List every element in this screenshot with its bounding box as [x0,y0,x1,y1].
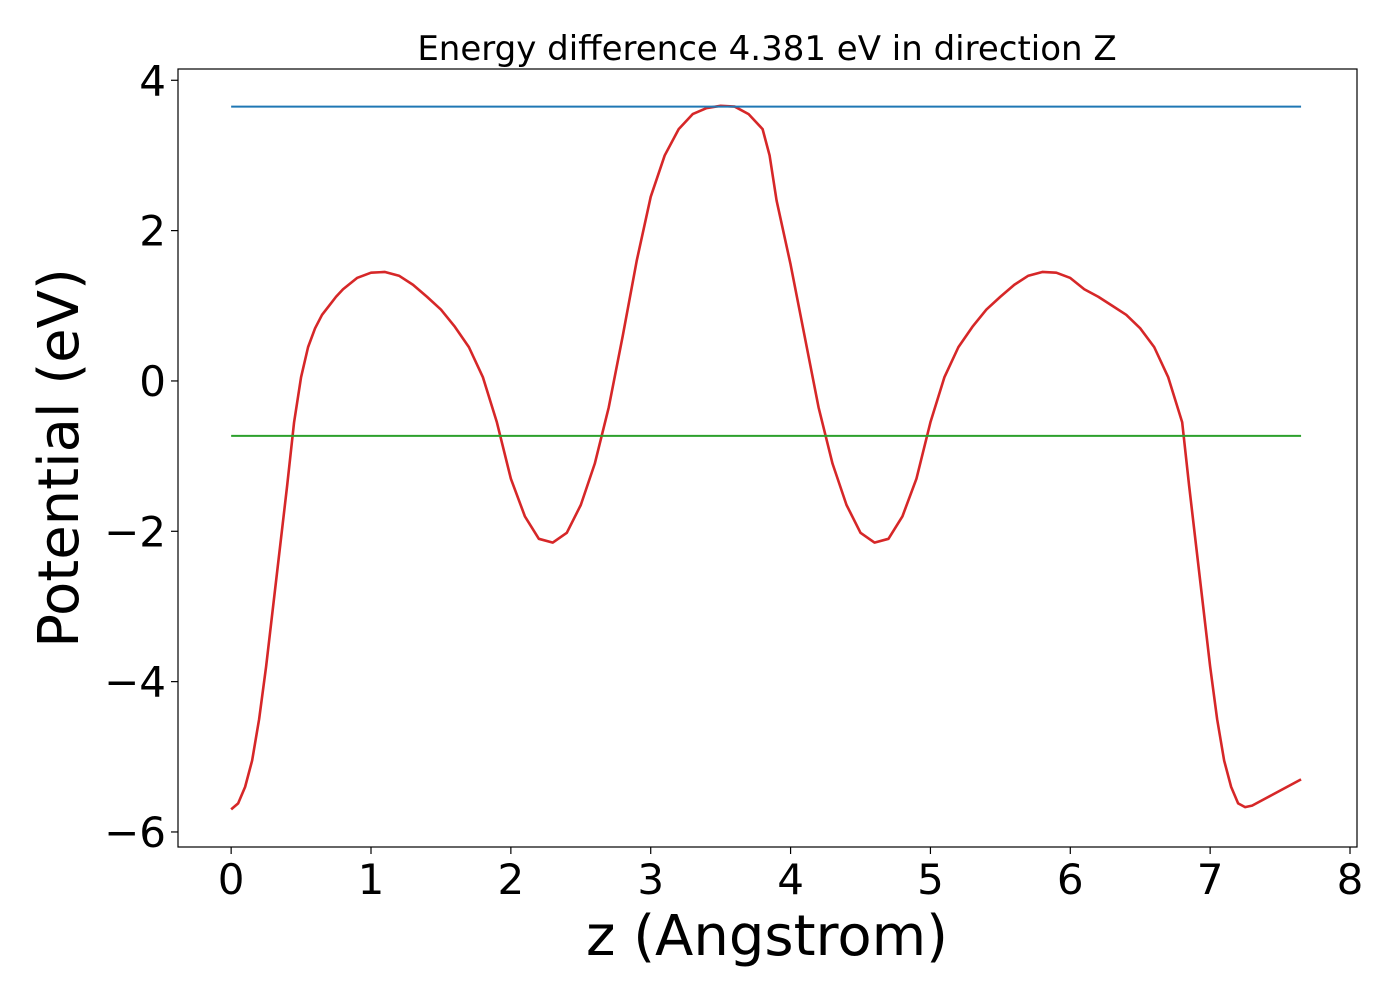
x-tick-label: 8 [1337,855,1364,904]
x-tick-label: 5 [917,855,944,904]
series-line-0 [230,104,1302,811]
y-tick-label: 4 [139,56,166,105]
x-axis-label: z (Angstrom) [586,904,948,969]
y-tick-label: −6 [104,808,166,857]
x-tick-label: 7 [1197,855,1224,904]
plot-area [177,68,1358,848]
x-tick-label: 1 [358,855,385,904]
x-axis-ticks: 0 1 2 3 4 5 6 7 8 [218,847,1364,904]
series-layer [230,104,1302,811]
y-tick-label: 0 [139,357,166,406]
x-tick-label: 4 [777,855,804,904]
y-tick-label: 2 [139,207,166,256]
y-axis-label: Potential (eV) [27,268,92,648]
y-axis-ticks: −6 −4 −2 0 2 4 [104,56,178,857]
x-tick-label: 0 [218,855,245,904]
chart-title: Energy difference 4.381 eV in direction … [417,29,1116,69]
plot-frame [177,68,1358,848]
x-tick-label: 2 [497,855,524,904]
y-tick-label: −2 [104,507,166,556]
x-tick-label: 3 [637,855,664,904]
y-tick-label: −4 [104,658,166,707]
x-tick-label: 6 [1057,855,1084,904]
